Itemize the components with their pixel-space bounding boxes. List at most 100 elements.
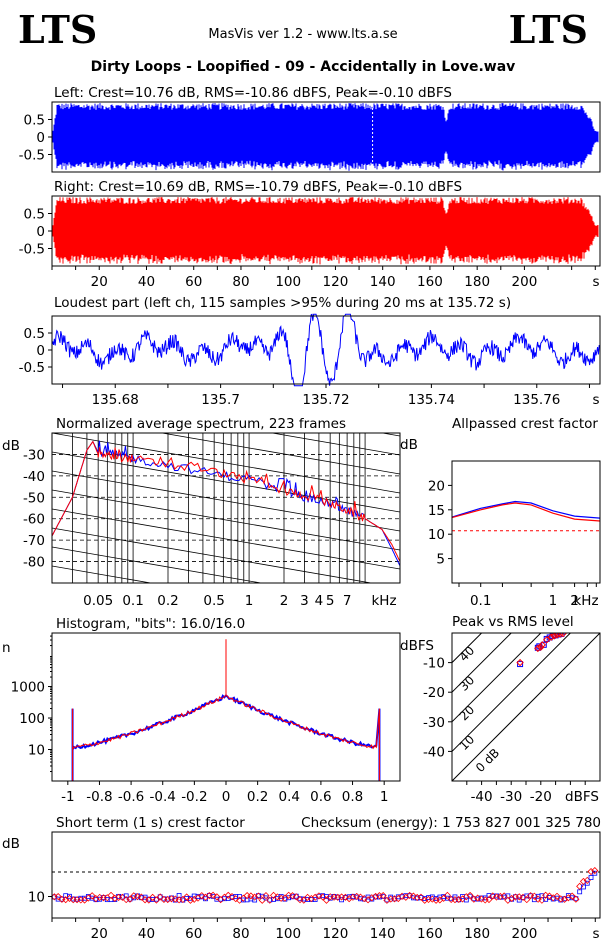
left-waveform: Left: Crest=10.76 dB, RMS=-10.86 dBFS, P… — [19, 85, 601, 173]
short-term-crest-point-right — [523, 896, 531, 904]
short-term-crest-point-right — [213, 893, 221, 901]
avg-spectrum-xtick-label: 5 — [326, 593, 335, 609]
peak-vs-rms-xtick-label: -40 — [471, 789, 493, 805]
short-term-crest-point-right — [292, 893, 300, 901]
short-term-crest-point-left — [528, 893, 533, 899]
short-term-crest-title: Short term (1 s) crest factor — [56, 815, 245, 831]
peak-vs-rms-point-right — [547, 633, 555, 641]
avg-spectrum-slope-line — [52, 546, 264, 583]
avg-spectrum-slope-line — [52, 433, 400, 494]
histogram-xtick-label: -0.4 — [150, 789, 176, 805]
loudest-part-xtick-label: 135.74 — [408, 392, 455, 408]
peak-vs-rms-point-right — [538, 641, 546, 649]
avg-spectrum-ylabel: dB — [2, 438, 20, 454]
right-waveform-xtick-label: 120 — [323, 274, 349, 290]
short-term-crest-point-right — [466, 891, 474, 899]
histogram-series-0 — [71, 693, 381, 781]
peak-vs-rms-diagonal — [452, 633, 571, 752]
short-term-crest-point-right — [587, 867, 595, 876]
right-waveform-xtick-label: 20 — [91, 274, 108, 290]
short-term-crest-point-right — [269, 891, 278, 899]
loudest-part-xtick-label: 135.72 — [302, 392, 349, 408]
allpassed-crest-xunit: kHz — [573, 593, 598, 609]
histogram-ytick-label: 1000 — [11, 680, 45, 696]
loudest-part-xtick-label: 135.7 — [201, 392, 240, 408]
histogram-xtick-label: -0.6 — [118, 789, 144, 805]
short-term-crest-point-right — [553, 892, 561, 900]
short-term-crest-xtick-label: 160 — [417, 926, 443, 942]
short-term-crest-point-left — [335, 894, 341, 900]
short-term-crest-point-right — [379, 891, 387, 900]
peak-vs-rms-point-right — [543, 636, 551, 644]
right-waveform-ytick-label: -0.5 — [19, 242, 45, 258]
logo-left: LTS — [18, 7, 98, 52]
loudest-part-xunit: s — [592, 392, 599, 408]
avg-spectrum-slope-line — [52, 565, 153, 583]
right-waveform-xtick-label: 160 — [417, 274, 443, 290]
short-term-crest-point-right — [579, 877, 588, 885]
histogram-xtick-label: -1 — [61, 789, 74, 805]
short-term-crest-point-left — [516, 897, 522, 903]
avg-spectrum-xtick-label: 4 — [315, 593, 324, 609]
avg-spectrum-slope-line — [52, 451, 400, 513]
short-term-crest-xtick-label: 180 — [464, 926, 490, 942]
short-term-crest-point-left — [584, 880, 590, 886]
right-waveform-xtick-label: 40 — [138, 274, 155, 290]
peak-vs-rms-ytick-label: -30 — [423, 715, 445, 731]
app-title: MasVis ver 1.2 - www.lts.a.se — [208, 27, 398, 42]
right-waveform-xtick-label: 100 — [275, 274, 301, 290]
left-waveform-ytick-label: 0.5 — [24, 113, 45, 129]
allpassed-crest-ytick-label: 20 — [428, 478, 445, 494]
short-term-crest-point-right — [591, 867, 599, 875]
short-term-crest-point-right — [107, 891, 115, 899]
avg-spectrum-xtick-label: 3 — [300, 593, 309, 609]
short-term-crest-point-right — [156, 893, 164, 901]
peak-vs-rms-title: Peak vs RMS level — [452, 614, 574, 630]
avg-spectrum-xtick-label: 1 — [245, 593, 254, 609]
loudest-part-ytick-label: 0 — [36, 343, 45, 359]
logo-right: LTS — [508, 7, 588, 52]
short-term-crest-xtick-label: 100 — [275, 926, 301, 942]
allpassed-crest-xtick-label: 2 — [570, 593, 579, 609]
short-term-crest-point-right — [224, 891, 232, 899]
peak-vs-rms-diagonal-label: 0 dB — [473, 746, 502, 775]
peak-vs-rms-point-right — [537, 643, 545, 651]
peak-vs-rms-point-left — [517, 661, 524, 668]
avg-spectrum-slope-line — [52, 527, 374, 583]
short-term-crest-point-left — [452, 894, 458, 900]
peak-vs-rms-xtick-label: -20 — [530, 789, 552, 805]
short-term-crest-point-right — [198, 892, 206, 900]
right-waveform-xtick-label: 180 — [464, 274, 490, 290]
histogram-title: Histogram, "bits": 16.0/16.0 — [56, 616, 245, 632]
avg-spectrum-slope-line — [52, 508, 400, 570]
short-term-crest-xtick-label: 80 — [232, 926, 249, 942]
short-term-crest-xtick-label: 60 — [185, 926, 202, 942]
histogram-xtick-label: 0 — [222, 789, 231, 805]
histogram-xtick-label: -0.8 — [86, 789, 112, 805]
histogram: Histogram, "bits": 16.0/16.0n100010010-1… — [2, 616, 401, 805]
short-term-crest-point-left — [176, 893, 182, 898]
histogram-ylabel: n — [2, 640, 11, 656]
left-waveform-signal — [52, 103, 599, 171]
short-term-crest: Short term (1 s) crest factor Checksum (e… — [2, 815, 601, 942]
right-waveform-xtick-label: 200 — [512, 274, 538, 290]
peak-vs-rms-plot: 40 30 20 100 dB — [452, 633, 600, 781]
avg-spectrum-plot — [52, 262, 400, 583]
loudest-part-signal — [51, 313, 600, 387]
peak-vs-rms-ytick-label: -20 — [423, 685, 445, 701]
short-term-crest-point-right — [54, 892, 62, 901]
short-term-crest-xtick-label: 120 — [323, 926, 349, 942]
histogram-xtick-label: -0.2 — [181, 789, 207, 805]
avg-spectrum-slope-line — [52, 319, 400, 379]
right-waveform-xtick-label: 60 — [185, 274, 202, 290]
avg-spectrum-slope-line — [52, 262, 400, 322]
allpassed-crest-series-1 — [451, 502, 601, 522]
histogram-xtick-label: 1 — [380, 789, 389, 805]
short-term-crest-point-right — [149, 893, 157, 901]
histogram-xtick-label: 0.6 — [310, 789, 331, 805]
short-term-crest-point-right — [481, 896, 489, 904]
right-waveform-xtick-label: 140 — [370, 274, 396, 290]
peak-vs-rms-diagonal — [452, 633, 482, 663]
peak-vs-rms-diagonal — [452, 633, 512, 693]
avg-spectrum-ytick-label: -40 — [23, 469, 45, 485]
